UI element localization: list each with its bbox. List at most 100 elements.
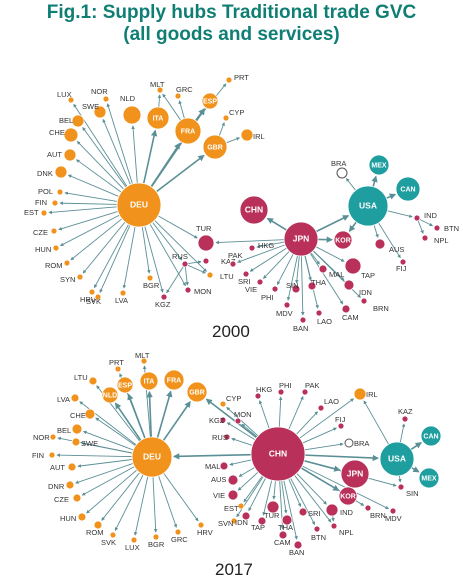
- edge-jpn-brn: [312, 250, 361, 298]
- node-dnr-2017: [65, 480, 75, 490]
- node-kor-2017: [338, 486, 358, 506]
- node-mal-2017-label: MAL: [205, 462, 220, 471]
- node-jpn-2017-label: JPN: [347, 469, 364, 479]
- node-usa-2000: [347, 185, 389, 227]
- node-mlt-2000: [156, 86, 164, 94]
- edge-ind-btn: [419, 218, 434, 227]
- node-hkg-2000-label: HKG: [258, 241, 274, 250]
- node-esp-2017-label: ESP: [118, 383, 132, 390]
- edge-deu-kgz: [144, 226, 164, 293]
- edge-usa-can: [410, 442, 422, 451]
- edge-deu-svk: [99, 224, 131, 293]
- edge-deu-grc: [158, 475, 178, 528]
- node-ban-2017: [293, 540, 303, 550]
- node-can-2000: [395, 176, 421, 202]
- edge-usa-sin: [398, 475, 402, 483]
- node-nld-2017-label: NLD: [103, 393, 117, 400]
- node-phi-2000: [271, 285, 279, 293]
- node-che-2000-label: CHE: [49, 128, 65, 137]
- node-usa-2000-label: USA: [359, 201, 377, 211]
- node-vie-2017-label: VIE: [213, 491, 225, 500]
- node-hkg-2000: [248, 244, 256, 252]
- node-ltu-2000-label: LTU: [220, 272, 234, 281]
- edge-chn-mon: [241, 423, 258, 438]
- node-tap-2017: [257, 516, 267, 526]
- edge-usa-fij: [378, 222, 401, 259]
- node-pak-2000: [229, 260, 237, 268]
- node-esp-2000: [201, 92, 219, 110]
- edge-deu-che: [76, 141, 124, 190]
- node-bel-2000: [71, 114, 85, 128]
- node-prt-2017: [114, 365, 122, 373]
- edge-usa-can: [386, 193, 397, 200]
- edge-fra-esp: [195, 108, 205, 121]
- edge-deu-bel: [82, 126, 127, 188]
- node-fij-2017: [337, 422, 345, 430]
- edge-chn-irl: [299, 398, 355, 439]
- node-mex-2017-label: MEX: [421, 476, 437, 483]
- node-grc-2000: [174, 92, 182, 100]
- node-ltu-2017-label: LTU: [74, 373, 88, 382]
- edge-rus-kgz: [166, 266, 184, 294]
- node-aut-2000-label: AUT: [47, 150, 62, 159]
- node-brn-2017-label: BRN: [370, 511, 386, 520]
- node-lva-2000-label: LVA: [115, 296, 128, 305]
- node-prt-2000: [225, 76, 233, 84]
- node-can-2017-label: CAN: [423, 434, 438, 441]
- figure-title-line1: Fig.1: Supply hubs Traditional trade GVC: [46, 2, 417, 23]
- node-lux-2000: [67, 96, 75, 104]
- node-deu-2017-label: DEU: [143, 452, 161, 462]
- node-chn-2017: [250, 426, 306, 482]
- edge-deu-ltu: [154, 220, 207, 272]
- node-sri-2000: [242, 270, 250, 278]
- edge-jpn-mdv: [286, 255, 298, 301]
- node-lao-2017: [317, 404, 325, 412]
- node-sri-2017-label: SRI: [308, 509, 321, 518]
- node-cyp-2000-label: CYP: [229, 108, 244, 117]
- node-vie-2017: [227, 489, 239, 501]
- node-lao-2017-label: LAO: [324, 397, 339, 406]
- node-mdv-2017: [389, 507, 397, 515]
- node-ita-2017-label: ITA: [144, 379, 155, 386]
- node-rom-2017: [93, 520, 103, 530]
- edge-usa-ind: [387, 210, 413, 218]
- node-cze-2000: [50, 227, 58, 235]
- node-hun-2000-label: HUN: [35, 245, 51, 254]
- node-pak-2000-label: PAK: [228, 251, 242, 260]
- node-rus-2000-label: RUS: [172, 252, 188, 261]
- node-can-2017: [420, 425, 442, 447]
- edge-ind-npl: [331, 515, 335, 522]
- node-npl-2017-label: NPL: [339, 528, 354, 537]
- node-aus-2017: [227, 474, 239, 486]
- node-usa-2017: [379, 441, 415, 477]
- edge-chn-pak: [288, 396, 304, 430]
- edge-chn-ind: [296, 473, 327, 505]
- node-lva-2017: [70, 393, 80, 403]
- node-nor-2017-label: NOR: [33, 433, 50, 442]
- node-phi-2017-label: PHI: [279, 381, 292, 390]
- node-tap-2017-label: TAP: [251, 523, 265, 532]
- node-svk-2000-label: SVK: [86, 297, 101, 306]
- node-pol-2000-label: POL: [38, 187, 53, 196]
- edge-chn-tur: [272, 480, 276, 500]
- node-hun-2017-label: HUN: [60, 514, 76, 523]
- edge-jpn-phi: [276, 253, 294, 286]
- node-bgr-2000: [146, 274, 154, 282]
- edge-deu-ita: [142, 129, 158, 184]
- edge-deu-hun: [59, 214, 120, 247]
- node-est-2000: [40, 209, 48, 217]
- node-bgr-2017-label: BGR: [148, 540, 165, 549]
- edge-chn-btn: [290, 477, 316, 526]
- node-brn-2017: [364, 504, 372, 512]
- edge-rus-kaz: [187, 260, 202, 265]
- edge-deu-dnk: [67, 174, 119, 197]
- edge-deu-pol: [64, 191, 118, 202]
- node-sin-2017: [397, 483, 405, 491]
- node-mal-2017: [219, 461, 229, 471]
- node-mex-2000-label: MEX: [371, 163, 387, 170]
- node-tha-2017: [281, 514, 293, 526]
- node-ind-2017-label: IND: [340, 508, 354, 517]
- node-ind-2017: [325, 503, 339, 517]
- edge-deu-ita: [146, 390, 153, 438]
- node-vie-2000: [256, 278, 264, 286]
